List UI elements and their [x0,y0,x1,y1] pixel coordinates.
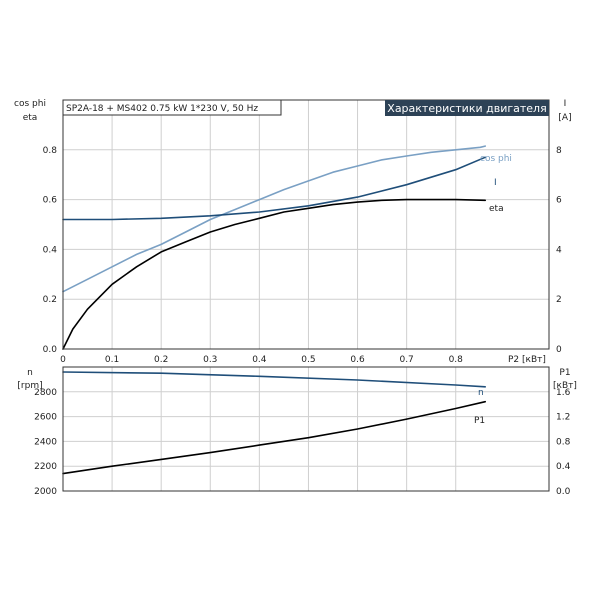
label-eta: eta [489,204,504,214]
y-right-tick-label: 1.2 [556,413,570,423]
x-tick-label: 0 [60,355,66,365]
y-right-tick-label: 0 [556,345,562,355]
y-right-tick-label: 6 [556,196,562,206]
ylabel-right-i-unit: [A] [558,113,571,123]
series-line-eta [62,198,487,350]
series-line-n [62,371,487,388]
label-i: I [494,178,497,188]
y-left-tick-label: 2000 [34,487,57,497]
x-tick-label: 0.2 [154,355,168,365]
series-line-i [62,156,487,221]
y-left-tick-label: 0.8 [43,146,58,156]
ylabel-left-n-unit: [rpm] [17,381,42,391]
x-tick-label: 0.6 [350,355,365,365]
bottom-ticks: 2000 2200 2400 2600 2800 0.0 0.4 0.8 1.2 1.6 [34,388,570,497]
y-right-tick-label: 0.0 [556,487,571,497]
y-right-tick-label: 4 [556,245,562,255]
ylabel-right-p1: P1 [559,368,570,378]
y-left-tick-label: 2600 [34,413,57,423]
series-line-p1 [62,400,487,475]
ylabel-right-i: I [564,99,567,109]
y-left-tick-label: 0.6 [43,196,58,206]
top-grid [62,100,549,350]
y-left-tick-label: 0.2 [43,295,57,305]
chart-title: Характеристики двигателя [387,102,546,115]
y-left-tick-label: 2200 [34,462,57,472]
label-p1: P1 [474,416,485,426]
x-tick-label: 0.4 [252,355,267,365]
y-right-tick-label: 0.4 [556,462,571,472]
x-tick-label: 0.8 [449,355,464,365]
ylabel-right-p1-unit: [кВт] [553,381,577,391]
top-plot-frame [62,99,550,350]
y-right-tick-label: 2 [556,295,562,305]
title-box [385,100,549,116]
subtitle-box [62,99,282,116]
series-line-cos-phi [62,145,487,293]
ylabel-left-cosphi: cos phi [14,99,46,109]
y-right-tick-label: 1.6 [556,388,571,398]
y-left-tick-label: 0.4 [43,245,58,255]
y-left-tick-label: 2400 [34,437,57,447]
x-tick-label: 0.5 [301,355,315,365]
y-left-tick-label: 0.0 [43,345,58,355]
x-tick-label: 0.3 [203,355,217,365]
chart-subtitle: SP2A-18 + MS402 0.75 kW 1*230 V, 50 Hz [66,104,258,114]
bottom-series [62,371,487,475]
label-cos-phi: cos phi [480,154,512,164]
ylabel-left-eta: eta [23,113,38,123]
top-ticks: 0 0.1 0.2 0.3 0.4 0.5 0.6 0.7 0.8 0.0 0.2 0.4 0.6 0.8… [43,146,562,365]
bottom-plot-frame [62,366,550,492]
x-tick-label: 0.7 [399,355,413,365]
x-tick-label: 0.1 [105,355,119,365]
label-n: n [478,388,484,398]
y-right-tick-label: 0.8 [556,437,571,447]
ylabel-left-n: n [27,368,33,378]
top-series [62,145,487,350]
y-left-tick-label: 2800 [34,388,57,398]
xlabel-p2: P2 [кВт] [508,355,546,365]
y-right-tick-label: 8 [556,146,562,156]
